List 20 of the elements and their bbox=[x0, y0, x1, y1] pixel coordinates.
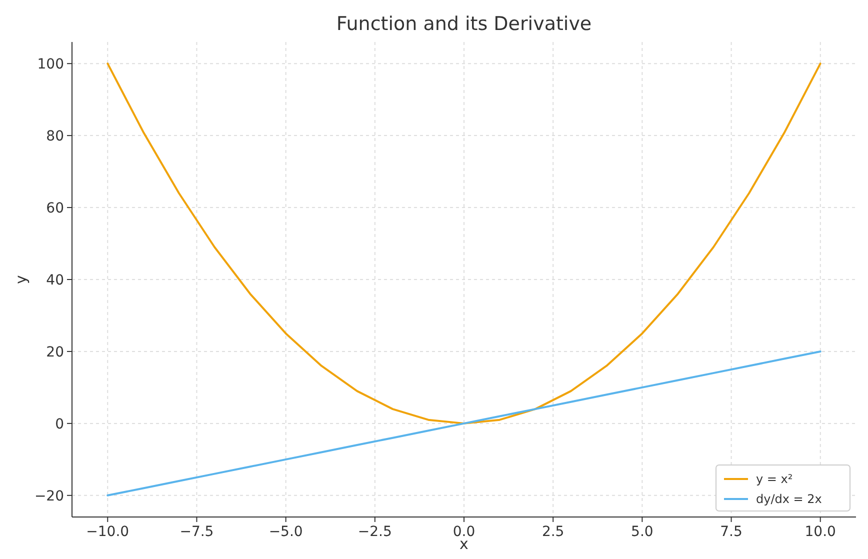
x-tick-label: 5.0 bbox=[631, 524, 654, 540]
legend-label: y = x² bbox=[756, 472, 793, 486]
y-axis-title: y bbox=[12, 274, 30, 284]
x-tick-label: −10.0 bbox=[86, 524, 130, 540]
y-tick-label: 60 bbox=[46, 200, 64, 217]
x-tick-label: 2.5 bbox=[542, 524, 564, 540]
y-tick-label: 0 bbox=[55, 416, 64, 432]
chart-title: Function and its Derivative bbox=[336, 13, 592, 35]
y-tick-label: 100 bbox=[37, 56, 64, 73]
y-tick-label: 20 bbox=[46, 344, 64, 360]
y-tick-label: −20 bbox=[34, 488, 64, 504]
y-tick-label: 40 bbox=[46, 272, 64, 288]
x-tick-label: 10.0 bbox=[804, 524, 836, 540]
line-series bbox=[106, 62, 822, 424]
x-tick-label: 7.5 bbox=[720, 524, 742, 540]
y-tick-label: 80 bbox=[46, 128, 64, 145]
x-tick-label: −7.5 bbox=[180, 524, 214, 540]
x-tick-label: −2.5 bbox=[358, 524, 392, 540]
x-tick-label: −5.0 bbox=[268, 524, 303, 540]
legend-label: dy/dx = 2x bbox=[756, 492, 822, 506]
